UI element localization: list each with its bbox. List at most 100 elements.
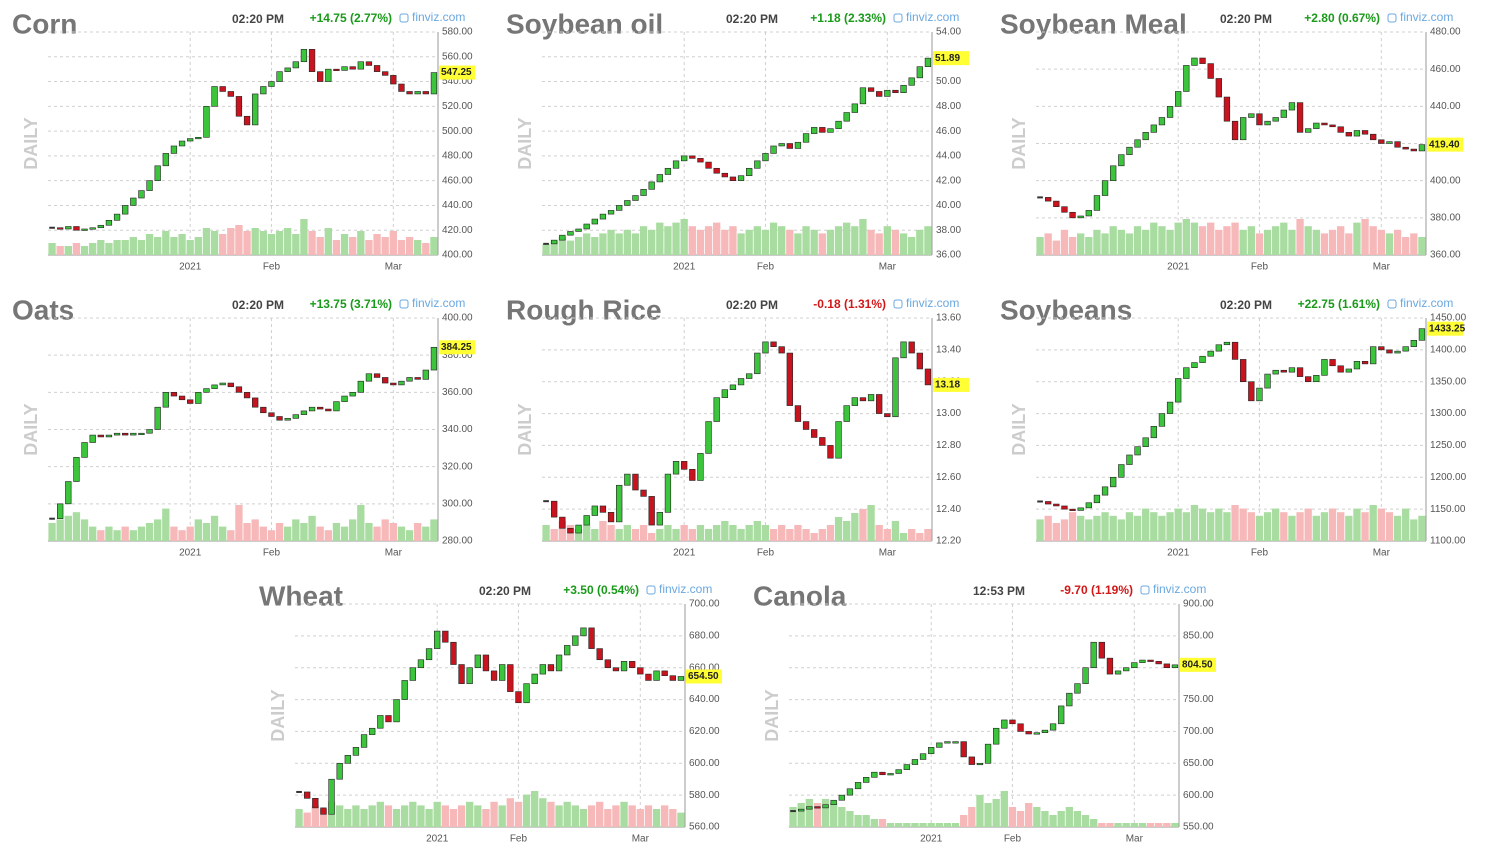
candle <box>620 661 628 672</box>
candle <box>681 155 688 162</box>
candle <box>681 461 688 470</box>
candle <box>547 664 555 672</box>
volume-bar <box>620 801 628 827</box>
volume-bar <box>1393 515 1402 541</box>
volume-bar <box>259 526 267 541</box>
candle <box>138 190 145 199</box>
candle <box>838 794 845 801</box>
volume-bar <box>1207 222 1215 255</box>
volume-bar <box>105 526 113 541</box>
volume-bar <box>178 234 186 255</box>
volume-bar <box>1215 229 1223 255</box>
volume-bar <box>368 805 376 827</box>
candle <box>336 762 343 780</box>
candle <box>762 341 769 354</box>
candle <box>81 228 88 231</box>
y-tick-label: 13.40 <box>936 344 961 355</box>
candle <box>1394 141 1401 148</box>
candle <box>1009 719 1016 725</box>
candle <box>827 128 834 133</box>
candle <box>1321 122 1328 126</box>
volume-bar <box>210 231 219 255</box>
candle <box>308 49 316 72</box>
y-tick-label: 1100.00 <box>1430 536 1466 547</box>
volume-bar <box>235 505 243 541</box>
volume-bar <box>1247 512 1255 541</box>
volume-bar <box>506 798 514 827</box>
candle <box>357 380 364 393</box>
candle <box>1101 486 1109 496</box>
candle <box>846 788 854 796</box>
source-link: finviz.com <box>1400 10 1453 24</box>
volume-bar <box>558 521 566 541</box>
y-tick-label: 550.00 <box>1183 822 1214 833</box>
volume-bar <box>1418 515 1426 541</box>
y-tick-label: 48.00 <box>936 101 961 112</box>
volume-bar <box>340 526 349 541</box>
candle <box>1256 387 1263 402</box>
volume-bar <box>482 809 490 827</box>
volume-bar <box>680 219 688 255</box>
volume-bar <box>591 237 599 255</box>
volume-bar <box>389 523 397 541</box>
y-tick-label: 46.00 <box>936 126 961 137</box>
volume-bar <box>628 805 636 827</box>
change-label: +1.18 (2.33%) <box>810 11 886 25</box>
candle <box>607 512 615 523</box>
volume-bar <box>1052 523 1060 541</box>
volume-bar <box>1044 515 1052 541</box>
volume-bar <box>344 809 352 827</box>
candle <box>770 341 777 347</box>
candle <box>89 434 96 443</box>
volume-bar <box>1085 519 1093 541</box>
candle <box>559 234 566 241</box>
price-marker <box>439 65 475 80</box>
candle <box>1361 130 1369 135</box>
volume-bar <box>1337 226 1345 255</box>
candle <box>49 226 55 229</box>
candle <box>1126 454 1133 465</box>
volume-bar <box>704 529 713 541</box>
candle <box>669 675 676 681</box>
x-tick-label: 2021 <box>179 548 202 559</box>
candle <box>122 205 129 215</box>
candle <box>737 378 745 386</box>
price-marker <box>1427 321 1463 336</box>
axis-label: DAILY <box>762 689 782 741</box>
y-tick-label: 36.00 <box>936 250 961 261</box>
candle <box>1248 113 1255 118</box>
candle <box>908 341 915 354</box>
volume-bar <box>1142 508 1150 541</box>
volume-bar <box>1190 222 1199 255</box>
candle <box>328 778 335 815</box>
candle <box>835 120 842 129</box>
y-tick-label: 1450.00 <box>1430 313 1467 324</box>
candle <box>382 377 389 384</box>
volume-bar <box>275 231 284 255</box>
candle <box>778 346 785 354</box>
volume-bar <box>531 791 539 827</box>
source-icon <box>399 299 409 309</box>
volume-bar <box>672 222 680 255</box>
volume-bar <box>583 233 591 255</box>
volume-bar <box>656 222 664 255</box>
candle <box>1118 464 1125 478</box>
volume-bar <box>1231 222 1239 255</box>
candle <box>612 667 620 672</box>
candle <box>292 414 299 419</box>
volume-bar <box>308 515 316 541</box>
volume-bar <box>373 526 381 541</box>
volume-bar <box>1198 508 1207 541</box>
volume-bar <box>170 237 178 255</box>
candle <box>1134 139 1141 148</box>
volume-bar <box>1060 519 1069 541</box>
candle <box>1353 130 1361 137</box>
candle <box>1305 376 1312 383</box>
candle <box>705 421 712 454</box>
change-label: +3.50 (0.54%) <box>563 583 639 597</box>
volume-bar <box>713 525 721 541</box>
volume-bar <box>186 240 194 255</box>
candle <box>1090 641 1097 669</box>
candle <box>640 489 647 497</box>
y-tick-label: 540.00 <box>442 76 473 87</box>
